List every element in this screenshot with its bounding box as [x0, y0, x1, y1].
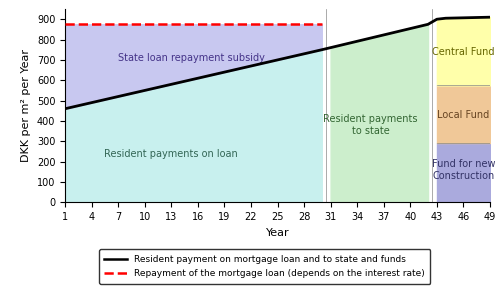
Text: Resident payments on loan: Resident payments on loan	[104, 149, 238, 159]
Y-axis label: DKK per m² per Year: DKK per m² per Year	[21, 49, 31, 162]
Text: Central Fund: Central Fund	[432, 47, 494, 57]
Legend: Resident payment on mortgage loan and to state and funds, Repayment of the mortg: Resident payment on mortgage loan and to…	[99, 249, 430, 284]
Text: Local Fund: Local Fund	[438, 110, 490, 120]
Text: Resident payments
to state: Resident payments to state	[323, 114, 418, 136]
Text: Fund for new
Construction: Fund for new Construction	[432, 159, 495, 181]
X-axis label: Year: Year	[266, 228, 289, 238]
Text: State loan repayment subsidy: State loan repayment subsidy	[118, 53, 265, 63]
